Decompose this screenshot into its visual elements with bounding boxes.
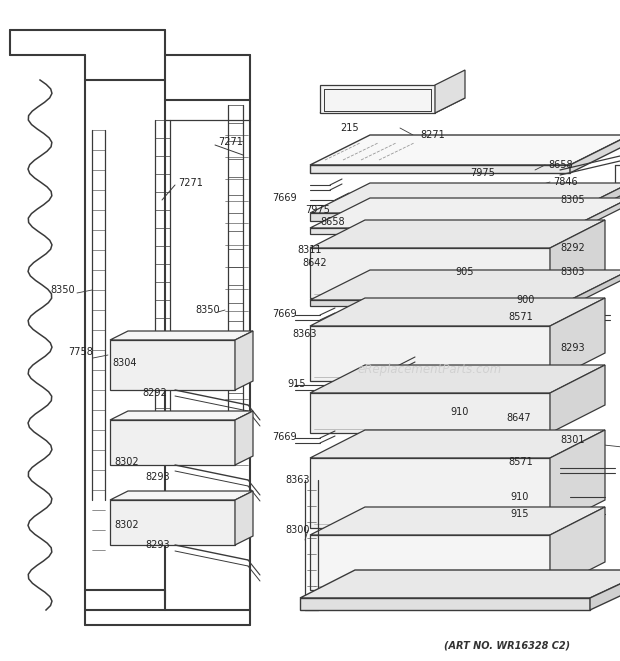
Text: 8305: 8305 [560, 195, 585, 205]
Polygon shape [310, 228, 570, 234]
Polygon shape [110, 340, 235, 390]
Text: 7975: 7975 [305, 205, 330, 215]
Polygon shape [110, 491, 253, 500]
Polygon shape [570, 135, 620, 173]
Polygon shape [110, 331, 253, 340]
Polygon shape [320, 98, 465, 113]
Polygon shape [550, 507, 605, 590]
Polygon shape [550, 430, 605, 528]
Polygon shape [310, 135, 620, 165]
Text: 910: 910 [450, 407, 468, 417]
Polygon shape [550, 365, 605, 433]
Polygon shape [300, 598, 590, 610]
Polygon shape [310, 365, 605, 393]
Text: 8302: 8302 [114, 520, 139, 530]
Polygon shape [550, 220, 605, 298]
Polygon shape [310, 298, 605, 326]
Text: 8303: 8303 [560, 267, 585, 277]
Polygon shape [550, 298, 605, 381]
Text: 8292: 8292 [560, 243, 585, 253]
Text: 7975: 7975 [470, 168, 495, 178]
Polygon shape [310, 430, 605, 458]
Polygon shape [570, 270, 620, 306]
Text: 8271: 8271 [420, 130, 445, 140]
Text: 215: 215 [340, 123, 358, 133]
Text: eReplacementParts.com: eReplacementParts.com [358, 364, 502, 377]
Polygon shape [310, 393, 550, 433]
Text: 7669: 7669 [272, 309, 296, 319]
Text: 8647: 8647 [506, 413, 531, 423]
Polygon shape [435, 70, 465, 113]
Text: 8304: 8304 [112, 358, 136, 368]
Polygon shape [235, 411, 253, 465]
Text: 8658: 8658 [320, 217, 345, 227]
Polygon shape [110, 500, 235, 545]
Text: 8293: 8293 [145, 540, 170, 550]
Text: 7758: 7758 [68, 347, 93, 357]
Polygon shape [310, 507, 605, 535]
Text: 8292: 8292 [142, 388, 167, 398]
Polygon shape [300, 570, 620, 598]
Polygon shape [590, 570, 620, 610]
Text: 900: 900 [516, 295, 534, 305]
Text: 7271: 7271 [178, 178, 203, 188]
Polygon shape [310, 198, 620, 228]
Text: 8571: 8571 [508, 457, 533, 467]
Polygon shape [310, 220, 605, 248]
Text: 8571: 8571 [508, 312, 533, 322]
Polygon shape [320, 85, 435, 113]
Polygon shape [235, 491, 253, 545]
Text: 7846: 7846 [553, 177, 578, 187]
Text: 905: 905 [455, 267, 474, 277]
Text: 8311: 8311 [297, 245, 322, 255]
Text: 7271: 7271 [218, 137, 243, 147]
Polygon shape [110, 420, 235, 465]
Text: 8301: 8301 [560, 435, 585, 445]
Polygon shape [310, 248, 550, 298]
Text: 7669: 7669 [272, 193, 296, 203]
Text: 8300: 8300 [285, 525, 309, 535]
Text: 910: 910 [510, 492, 528, 502]
Polygon shape [310, 165, 570, 173]
Text: 8350: 8350 [50, 285, 74, 295]
Polygon shape [310, 300, 570, 306]
Text: 7669: 7669 [272, 432, 296, 442]
Text: (ART NO. WR16328 C2): (ART NO. WR16328 C2) [444, 640, 570, 650]
Text: 8293: 8293 [560, 343, 585, 353]
Text: 8293: 8293 [145, 472, 170, 482]
Polygon shape [310, 183, 620, 213]
Text: 8302: 8302 [114, 457, 139, 467]
Text: 8658: 8658 [548, 160, 573, 170]
Polygon shape [310, 458, 550, 528]
Text: 8363: 8363 [285, 475, 309, 485]
Polygon shape [310, 213, 570, 221]
Text: 8363: 8363 [292, 329, 316, 339]
Text: 8642: 8642 [302, 258, 327, 268]
Polygon shape [310, 326, 550, 381]
Polygon shape [110, 411, 253, 420]
Polygon shape [235, 331, 253, 390]
Polygon shape [310, 535, 550, 590]
Polygon shape [310, 270, 620, 300]
Polygon shape [570, 198, 620, 234]
Text: 915: 915 [287, 379, 306, 389]
Polygon shape [570, 183, 620, 221]
Text: 915: 915 [510, 509, 528, 519]
Text: 8350: 8350 [195, 305, 219, 315]
